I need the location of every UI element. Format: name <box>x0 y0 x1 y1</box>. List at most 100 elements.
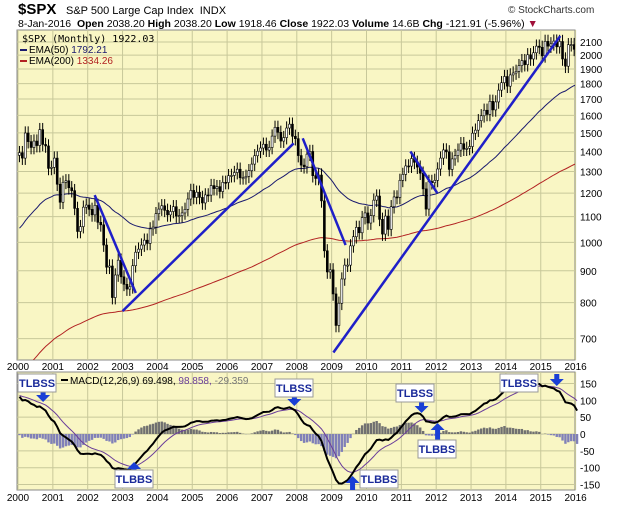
macd-x-tick: 2005 <box>181 493 204 504</box>
candle-body <box>569 44 573 46</box>
candle-body <box>381 219 384 235</box>
candle <box>537 39 541 55</box>
candle-body <box>137 248 140 253</box>
candle <box>375 189 378 207</box>
candle <box>262 137 265 155</box>
candle-body <box>250 163 254 171</box>
quote-info: 8-Jan-2016 Open 2038.20 High 2038.20 Low… <box>18 18 538 30</box>
price-y-tick: 1900 <box>580 65 603 76</box>
candle <box>67 174 71 195</box>
candle-body <box>288 123 291 129</box>
candle-body <box>369 215 373 224</box>
histogram-bar <box>523 430 526 434</box>
histogram-bar <box>87 434 91 441</box>
histogram-bar <box>305 434 309 443</box>
candle-body <box>270 135 274 148</box>
histogram-bar <box>410 422 413 434</box>
histogram-bar <box>450 432 454 434</box>
candle <box>201 190 204 210</box>
candle <box>145 233 149 251</box>
histogram-bar <box>384 426 387 434</box>
candle-body <box>404 165 408 175</box>
histogram-bar <box>297 434 300 439</box>
candle-body <box>67 180 71 189</box>
candle-body <box>238 168 242 179</box>
candle <box>355 220 358 244</box>
candle <box>340 272 344 311</box>
candle <box>337 296 341 333</box>
candle-body <box>576 49 578 66</box>
annotation-box <box>417 439 457 459</box>
histogram-bar <box>485 428 489 434</box>
histogram-bar <box>427 434 431 436</box>
candle <box>346 258 349 272</box>
histogram-bar <box>439 432 442 434</box>
histogram-bar <box>108 434 111 442</box>
candle <box>465 141 468 157</box>
histogram-bar <box>529 431 532 434</box>
candle <box>503 69 506 90</box>
candle-body <box>186 198 190 210</box>
candle <box>64 174 68 190</box>
candle-body <box>328 269 332 273</box>
histogram-bar <box>209 431 213 434</box>
annotation-tlbss: TLBSS <box>395 383 435 413</box>
candle <box>325 244 329 279</box>
candle <box>108 259 111 275</box>
legend-value: 1334.26 <box>77 56 114 67</box>
candle-body <box>474 129 477 134</box>
histogram-bar <box>259 430 262 434</box>
candle-body <box>456 149 460 156</box>
candle <box>296 132 300 163</box>
candle <box>105 238 108 275</box>
candle-body <box>265 143 268 151</box>
histogram-bar <box>477 429 480 434</box>
histogram-bar <box>526 430 529 434</box>
histogram-bar <box>360 425 364 434</box>
histogram-bar <box>358 427 361 434</box>
histogram-bar <box>58 434 62 449</box>
candle-body <box>244 176 248 179</box>
low-label: Low <box>214 18 236 30</box>
candle-body <box>410 158 413 167</box>
candle <box>44 137 47 153</box>
candle <box>125 277 129 296</box>
candle <box>572 37 575 57</box>
candle <box>218 179 222 199</box>
histogram-bar <box>570 434 573 442</box>
histogram-bar <box>61 434 65 448</box>
macd-x-tick: 2014 <box>495 493 518 504</box>
candle-body <box>497 89 500 103</box>
candle-body <box>44 144 47 147</box>
candle <box>520 53 524 73</box>
price-y-tick: 700 <box>580 335 597 346</box>
histogram-bar <box>195 429 198 434</box>
annotation-label: TLBSS <box>19 378 55 390</box>
histogram-bar <box>314 434 317 445</box>
candle-body <box>113 274 117 298</box>
annotation-box <box>274 378 314 398</box>
candle-body <box>267 147 271 151</box>
candle-body <box>212 185 216 189</box>
histogram-bar <box>514 428 518 434</box>
candle-body <box>128 286 132 290</box>
macd-x-tick: 2010 <box>355 493 378 504</box>
candle-body <box>305 153 309 168</box>
candle <box>276 120 280 140</box>
candle-body <box>41 129 44 145</box>
histogram-bar <box>462 431 465 434</box>
candle <box>102 218 105 252</box>
candle-body <box>221 181 225 192</box>
histogram-bar <box>253 432 256 434</box>
histogram-bar <box>302 434 306 443</box>
price-x-tick: 2011 <box>391 362 413 373</box>
candle <box>511 66 515 82</box>
candle <box>157 202 161 221</box>
histogram-bar <box>482 427 486 434</box>
histogram-bar <box>503 426 506 434</box>
candle <box>180 206 184 223</box>
candle-body <box>35 140 39 146</box>
candle <box>209 178 213 202</box>
candle <box>235 162 239 180</box>
candle <box>93 198 97 222</box>
